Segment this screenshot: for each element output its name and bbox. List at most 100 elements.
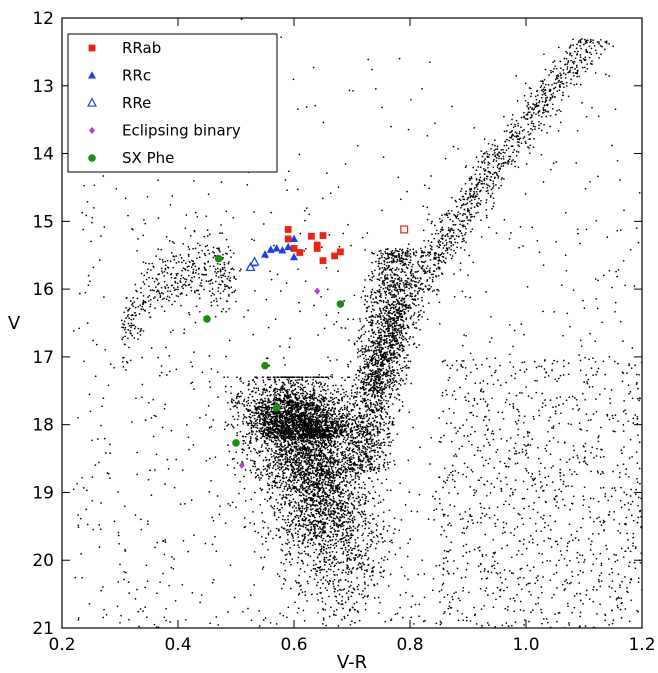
field-star-point	[250, 401, 253, 404]
field-star-point	[305, 498, 307, 501]
field-star-point	[293, 384, 296, 387]
field-star-point	[308, 514, 311, 517]
field-star-point	[234, 473, 236, 476]
field-star-point	[377, 502, 380, 504]
field-star-point	[312, 488, 315, 491]
field-star-point	[329, 554, 332, 557]
field-star-point	[283, 410, 286, 413]
field-star-point	[337, 540, 340, 543]
field-star-point	[312, 378, 315, 381]
field-star-point	[352, 566, 355, 569]
field-star-point	[260, 535, 263, 538]
field-star-point	[291, 493, 294, 496]
field-star-point	[306, 428, 308, 431]
field-star-point	[304, 533, 307, 536]
field-star-point	[350, 570, 352, 573]
field-star-point	[286, 461, 288, 464]
field-star-point	[317, 418, 319, 420]
field-star-point	[366, 543, 369, 545]
field-star-point	[301, 394, 304, 397]
field-star-point	[336, 512, 339, 514]
field-star-point	[305, 399, 307, 402]
field-star-point	[282, 515, 284, 517]
field-star-point	[302, 523, 305, 525]
field-star-point	[268, 497, 271, 500]
field-star-point	[332, 570, 335, 573]
field-star-point	[332, 519, 335, 522]
field-star-point	[329, 460, 332, 462]
field-star-point	[280, 587, 283, 590]
field-star-point	[318, 567, 321, 569]
field-star-point	[287, 533, 289, 536]
field-star-point	[335, 595, 338, 598]
field-star-point	[320, 514, 323, 517]
field-star-point	[288, 429, 290, 432]
field-star-point	[308, 435, 311, 438]
field-star-point	[271, 421, 274, 424]
field-star-point	[297, 501, 300, 504]
field-star-point	[323, 457, 325, 460]
field-star-point	[344, 453, 347, 456]
field-star-point	[348, 558, 351, 561]
field-star-point	[275, 455, 278, 458]
field-star-point	[344, 504, 347, 507]
field-star-point	[328, 468, 331, 470]
field-star-point	[283, 445, 285, 448]
field-star-point	[227, 423, 230, 426]
field-star-point	[335, 391, 338, 393]
field-star-point	[361, 496, 364, 498]
field-star-point	[299, 485, 302, 488]
field-star-point	[352, 521, 354, 524]
field-star-point	[262, 431, 265, 434]
field-star-point	[312, 504, 315, 507]
field-star-point	[260, 473, 262, 475]
field-star-point	[279, 389, 282, 392]
field-star-point	[334, 417, 336, 419]
field-star-point	[288, 413, 291, 416]
field-star-point	[328, 420, 331, 423]
field-star-point	[367, 419, 370, 421]
field-star-point	[299, 400, 302, 403]
field-star-point	[301, 384, 304, 387]
field-star-point	[326, 457, 329, 459]
field-star-point	[270, 418, 272, 420]
field-star-point	[321, 462, 323, 464]
field-star-point	[270, 439, 273, 441]
field-star-point	[347, 454, 350, 457]
field-star-point	[375, 523, 378, 526]
field-star-point	[281, 446, 284, 448]
field-star-point	[327, 568, 330, 570]
field-star-point	[312, 376, 314, 379]
field-star-point	[329, 502, 332, 504]
field-star-point	[288, 378, 291, 380]
field-star-point	[260, 409, 263, 412]
field-star-point	[249, 416, 251, 419]
field-star-point	[340, 561, 343, 564]
field-star-point	[254, 433, 257, 436]
field-star-point	[250, 420, 252, 423]
field-star-point	[317, 395, 320, 398]
field-star-point	[263, 407, 266, 409]
field-star-point	[315, 482, 318, 484]
field-star-point	[337, 447, 340, 450]
field-star-point	[288, 434, 290, 437]
field-star-point	[326, 473, 329, 475]
field-star-point	[314, 424, 316, 427]
field-star-point	[294, 379, 297, 382]
field-star-point	[319, 528, 322, 530]
field-star-point	[302, 470, 305, 473]
field-star-point	[353, 406, 356, 408]
field-star-point	[287, 381, 290, 384]
field-star-point	[388, 551, 391, 553]
field-star-point	[241, 420, 244, 423]
field-star-point	[377, 540, 380, 543]
field-star-point	[325, 474, 328, 477]
field-star-point	[256, 421, 259, 424]
field-star-point	[293, 424, 296, 427]
field-star-point	[289, 376, 292, 379]
field-star-point	[298, 376, 301, 379]
field-star-point	[305, 425, 308, 428]
field-star-point	[351, 517, 354, 520]
field-star-point	[274, 477, 277, 480]
field-star-point	[318, 465, 321, 468]
